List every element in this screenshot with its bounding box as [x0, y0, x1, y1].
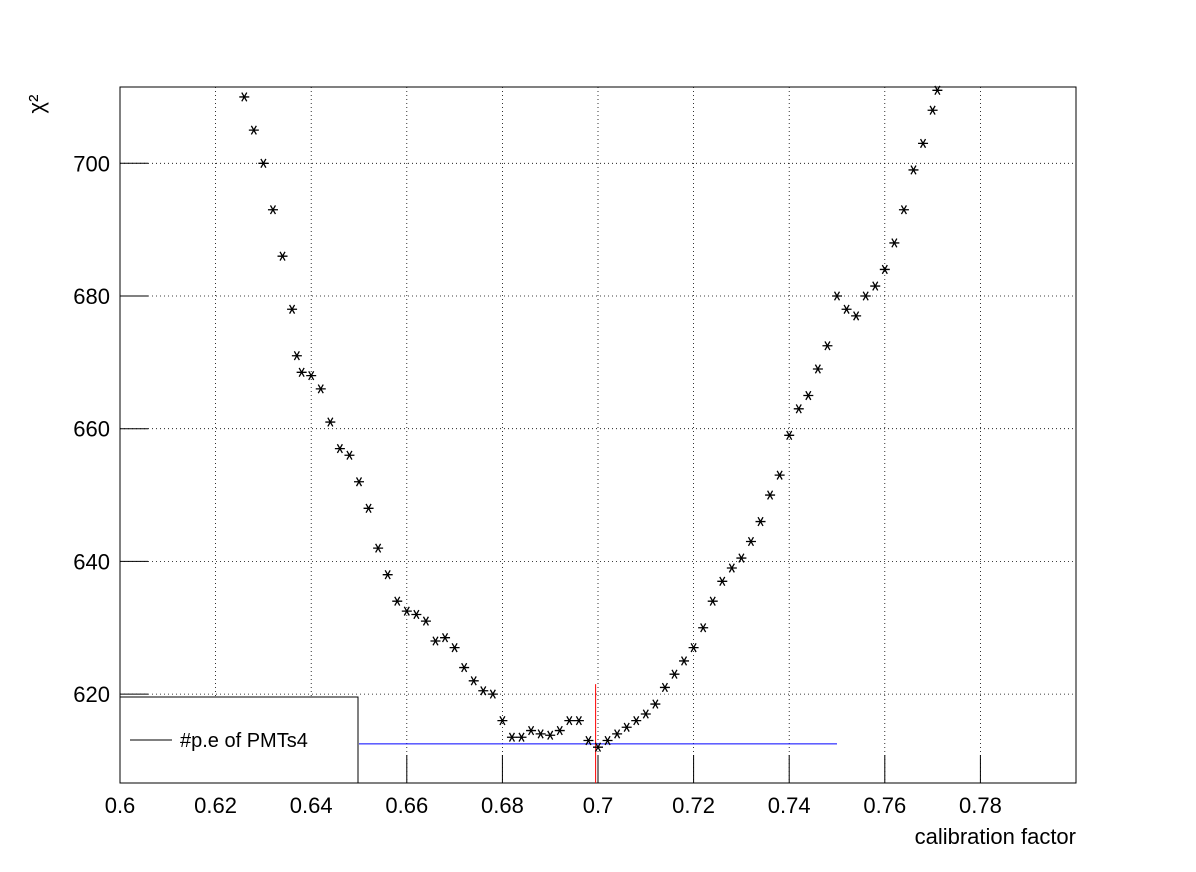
data-point — [717, 576, 728, 586]
data-point — [497, 715, 508, 726]
x-tick-label: 0.7 — [583, 793, 614, 818]
data-point — [870, 281, 881, 291]
data-point — [306, 370, 317, 381]
data-point — [363, 503, 374, 513]
data-point — [325, 417, 336, 427]
x-tick-label: 0.78 — [959, 793, 1002, 818]
data-point — [430, 636, 441, 646]
data-point — [334, 443, 345, 454]
data-point — [583, 735, 594, 746]
plot-frame — [119, 86, 1077, 784]
data-point — [291, 351, 302, 361]
data-point — [698, 623, 709, 633]
data-point — [449, 642, 460, 653]
data-point — [812, 364, 823, 374]
data-point — [392, 596, 403, 606]
x-tick-label: 0.72 — [672, 793, 715, 818]
data-point — [478, 686, 489, 696]
y-tick-label: 620 — [73, 682, 110, 707]
data-point — [631, 715, 642, 726]
data-point — [784, 430, 795, 441]
data-point — [516, 732, 527, 742]
data-point — [889, 238, 900, 248]
data-point — [621, 722, 632, 732]
data-point — [736, 553, 747, 563]
data-point — [822, 341, 833, 351]
x-axis-label: calibration factor — [915, 824, 1076, 849]
data-point — [287, 304, 298, 314]
data-point — [755, 516, 766, 527]
y-tick-label: 640 — [73, 549, 110, 574]
data-point — [344, 450, 355, 460]
data-point — [593, 742, 603, 752]
x-tick-label: 0.64 — [290, 793, 333, 818]
data-point — [688, 642, 699, 653]
data-point — [239, 92, 250, 102]
data-point — [679, 656, 690, 666]
data-point — [659, 682, 670, 693]
data-point — [564, 715, 575, 726]
data-point — [832, 291, 842, 301]
data-point — [535, 729, 546, 739]
data-point — [296, 367, 307, 377]
y-tick-label: 660 — [73, 417, 110, 442]
y-tick-label: 700 — [73, 151, 110, 176]
x-tick-label: 0.62 — [194, 793, 237, 818]
x-tick-label: 0.76 — [863, 793, 906, 818]
data-point — [545, 730, 556, 740]
data-point — [612, 729, 623, 739]
legend: #p.e of PMTs4 — [119, 696, 359, 784]
data-point — [526, 725, 537, 736]
data-point — [774, 470, 785, 480]
data-point — [459, 662, 470, 673]
data-point — [440, 633, 451, 643]
data-point — [851, 311, 862, 321]
data-point — [487, 689, 498, 699]
data-point — [908, 165, 919, 175]
y-axis-label: χ² — [24, 95, 49, 114]
data-point — [420, 616, 431, 626]
data-point — [506, 732, 517, 742]
data-point — [602, 735, 613, 746]
data-point — [803, 390, 814, 401]
data-point — [640, 709, 651, 719]
data-point — [932, 85, 943, 95]
data-point — [765, 490, 776, 500]
data-point — [277, 251, 288, 261]
data-point — [898, 205, 909, 215]
data-point — [373, 543, 384, 553]
data-point — [669, 669, 680, 679]
x-tick-label: 0.74 — [768, 793, 811, 818]
data-point — [726, 563, 737, 573]
x-tick-label: 0.66 — [385, 793, 428, 818]
x-tick-label: 0.6 — [105, 793, 136, 818]
data-point — [468, 676, 479, 686]
data-point — [258, 158, 269, 168]
data-point — [382, 569, 393, 580]
data-point — [927, 105, 938, 115]
data-point — [793, 404, 804, 414]
data-point — [401, 606, 412, 616]
data-point — [554, 725, 565, 736]
data-point — [918, 138, 929, 149]
data-point — [650, 699, 661, 709]
data-point — [573, 715, 584, 726]
legend-label: #p.e of PMTs4 — [180, 730, 308, 752]
data-point — [745, 536, 756, 547]
data-point — [879, 264, 890, 275]
data-point — [248, 125, 259, 135]
data-point — [267, 205, 278, 215]
data-point — [841, 304, 852, 314]
y-tick-label: 680 — [73, 284, 110, 309]
data-point — [860, 291, 871, 301]
data-point — [411, 609, 422, 620]
x-tick-label: 0.68 — [481, 793, 524, 818]
data-point — [315, 384, 326, 394]
data-point — [354, 477, 364, 487]
data-point — [707, 596, 718, 606]
